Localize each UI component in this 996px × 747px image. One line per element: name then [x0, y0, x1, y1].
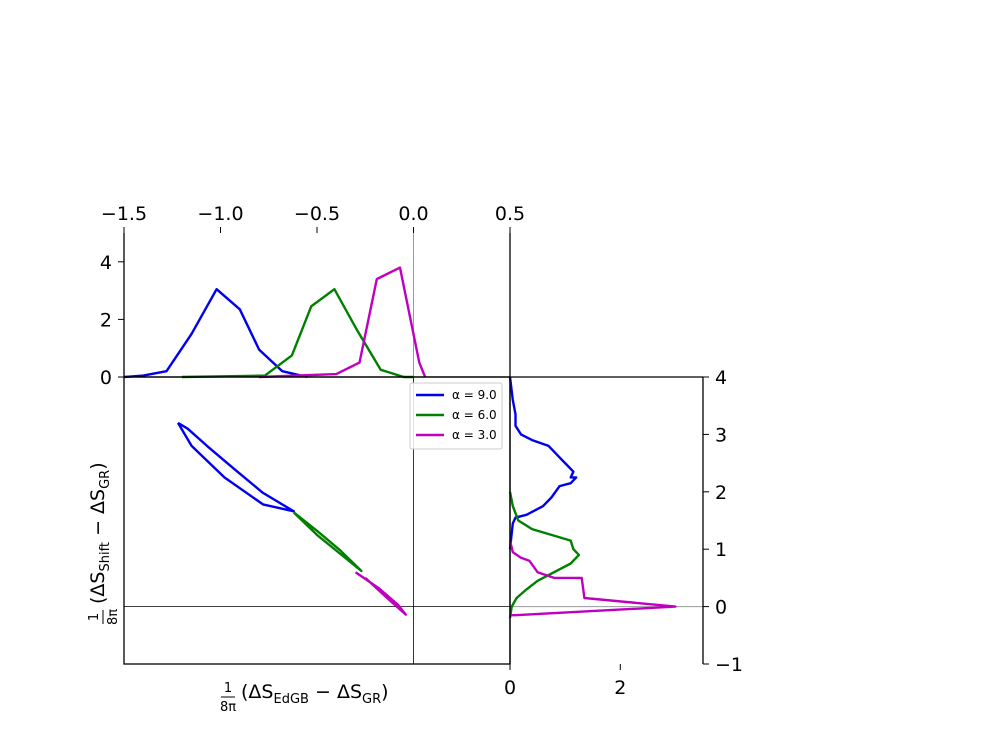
- svg-text:8π: 8π: [220, 700, 236, 715]
- top-x-tick-label: 0.5: [495, 203, 525, 225]
- right-y-tick-label: 0: [715, 597, 727, 619]
- svg-text:(ΔSShift − ΔSGR): (ΔSShift − ΔSGR): [87, 462, 113, 604]
- top-y-tick-label: 0: [100, 367, 112, 389]
- right-marginal-panel: 0 2 −1 0 1 2 3 4: [504, 367, 743, 699]
- svg-text:1: 1: [224, 681, 232, 696]
- top-x-tick-label: −1.0: [197, 203, 243, 225]
- top-x-tick-label: 0.0: [398, 203, 428, 225]
- right-x-tick-label: 2: [614, 677, 626, 699]
- top-series-2: [181, 288, 414, 379]
- top-marginal-panel: −1.5 −1.0 −0.5 0.0 0.5 0 2 4: [100, 203, 525, 389]
- main-series-2: [292, 511, 363, 573]
- svg-text:(ΔSEdGB − ΔSGR): (ΔSEdGB − ΔSGR): [241, 681, 389, 707]
- right-marginal-ticks: 0 2 −1 0 1 2 3 4: [504, 367, 743, 699]
- right-y-tick-label: −1: [715, 654, 743, 676]
- top-x-tick-label: −0.5: [294, 203, 340, 225]
- right-y-tick-label: 4: [715, 367, 727, 389]
- main-series-3: [354, 571, 407, 616]
- svg-text:8π: 8π: [106, 609, 121, 625]
- right-marginal-axes: [509, 376, 704, 664]
- legend-label-2: α = 6.0: [452, 408, 497, 422]
- legend-label-3: α = 3.0: [452, 428, 497, 442]
- legend: α = 9.0 α = 6.0 α = 3.0: [409, 382, 503, 450]
- right-marginal-series: [508, 376, 677, 619]
- right-y-tick-label: 2: [715, 482, 727, 504]
- y-axis-label: 1 8π (ΔSShift − ΔSGR): [87, 462, 121, 625]
- legend-box: [409, 382, 503, 450]
- top-y-tick-label: 2: [100, 309, 112, 331]
- main-series-1: [176, 421, 295, 513]
- main-series: [176, 421, 407, 616]
- legend-label-1: α = 9.0: [452, 388, 497, 402]
- right-x-tick-label: 0: [504, 677, 516, 699]
- top-marginal-axes: [123, 233, 511, 378]
- top-x-tick-label: −1.5: [101, 203, 147, 225]
- right-series-2: [508, 491, 581, 619]
- right-series-1: [508, 376, 578, 550]
- top-series-1: [123, 288, 308, 379]
- top-series-3: [259, 266, 427, 379]
- top-marginal-ticks: −1.5 −1.0 −0.5 0.0 0.5 0 2 4: [100, 203, 525, 389]
- right-series-3: [508, 540, 677, 617]
- right-y-tick-label: 3: [715, 424, 727, 446]
- top-marginal-series: [123, 266, 427, 379]
- svg-text:1: 1: [87, 613, 102, 621]
- right-y-tick-label: 1: [715, 539, 727, 561]
- top-y-tick-label: 4: [100, 252, 112, 274]
- x-axis-label: 1 8π (ΔSEdGB − ΔSGR): [220, 681, 389, 715]
